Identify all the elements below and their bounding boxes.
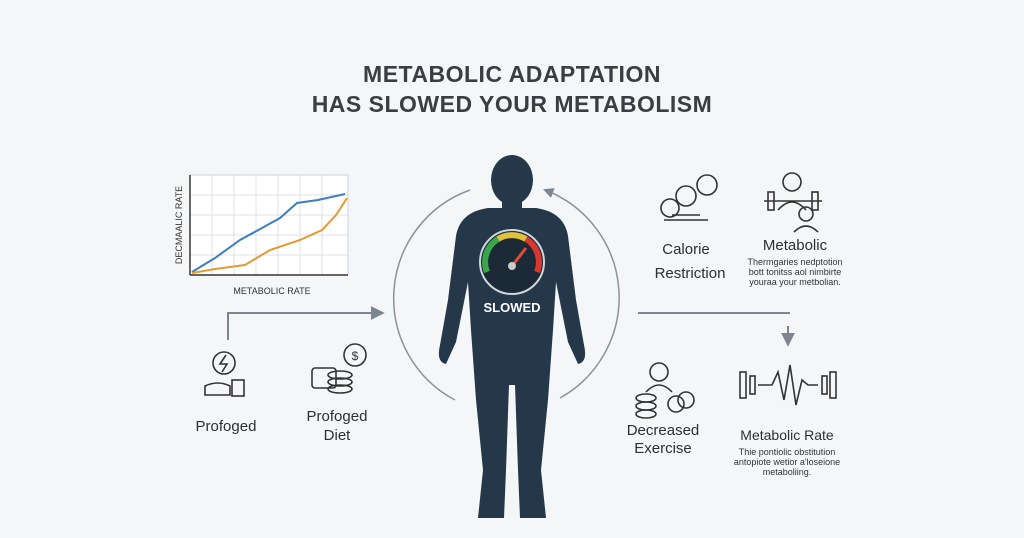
node-label: Diet — [324, 427, 352, 444]
y-axis-label: DECMAALIC RATE — [174, 186, 184, 264]
node-description: bott tonitss aol nimbirte — [749, 267, 842, 277]
node-description: youraa your metbolian. — [749, 277, 841, 287]
node-label: Decreased — [627, 422, 700, 439]
node-label: Exercise — [634, 440, 692, 457]
node-label: Profoged — [196, 418, 257, 435]
cycle-arrow — [543, 188, 620, 399]
node-label: Restriction — [655, 265, 726, 282]
node-description: antopiote wetior a'loseione — [734, 457, 840, 467]
chart-line — [191, 197, 348, 274]
node-description: metaboliing. — [763, 467, 812, 477]
chart-grid — [190, 175, 348, 275]
icon — [764, 172, 822, 233]
connector — [227, 306, 385, 340]
chart-line — [191, 193, 346, 273]
body-silhouette — [438, 155, 586, 518]
gauge — [479, 229, 545, 295]
node-description: Thie pontiolic obstitution — [739, 447, 836, 457]
x-axis-label: METABOLIC RATE — [233, 286, 310, 296]
icon: $ — [311, 343, 367, 394]
mini-chart: DECMAALIC RATE METABOLIC RATE — [174, 174, 349, 296]
node-description: Thermgaries nedptotion — [747, 257, 842, 267]
title-line: METABOLIC ADAPTATION — [363, 61, 661, 87]
svg-text:$: $ — [352, 349, 359, 363]
node-label: Calorie — [662, 241, 710, 258]
cycle-arrow — [392, 189, 471, 401]
icon — [635, 362, 695, 419]
icon — [204, 351, 245, 397]
node-label: Metabolic — [763, 237, 828, 254]
node-label: Profoged — [307, 408, 368, 425]
title-line: HAS SLOWED YOUR METABOLISM — [312, 91, 713, 117]
icon — [660, 174, 718, 221]
node-label: Metabolic Rate — [740, 427, 834, 443]
icon — [739, 364, 837, 406]
gauge-label: SLOWED — [483, 300, 540, 315]
